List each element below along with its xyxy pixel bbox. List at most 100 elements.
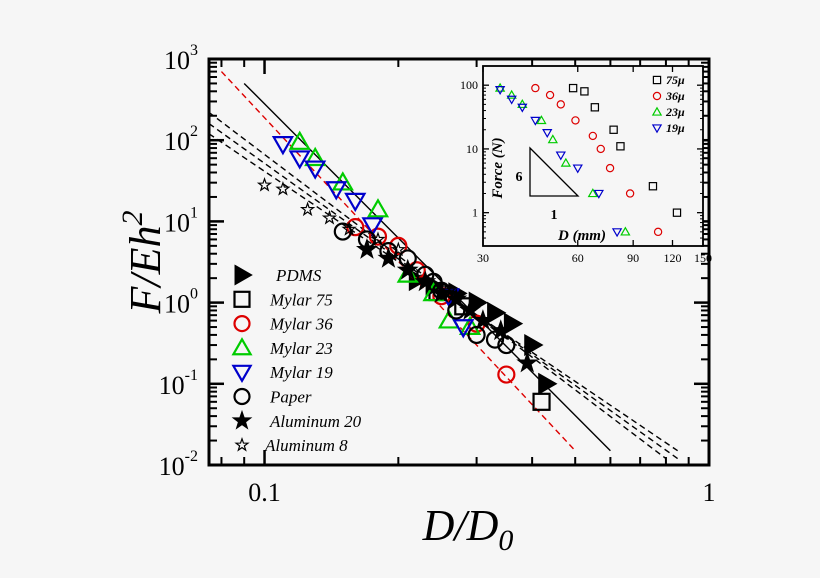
inset-data-point	[593, 189, 604, 199]
inset-data-point	[547, 134, 559, 144]
data-point	[288, 130, 311, 150]
inset-legend-marker	[651, 106, 663, 116]
y-tick-exponent: -2	[185, 448, 198, 465]
y-tick-label: 101	[164, 204, 198, 237]
legend-label: Aluminum 8	[264, 436, 348, 455]
legend-item: Mylar 19	[231, 363, 333, 384]
inset-legend-marker	[651, 124, 663, 134]
inset-plot: 6 1 30 60 90 120 150 100 10 1 D (mm) Force (N)…	[460, 65, 712, 265]
inset-data-point	[568, 83, 578, 93]
x-tick-label: 1	[703, 478, 716, 507]
data-point	[389, 236, 408, 255]
inset-x-axis-label: D (mm)	[557, 228, 606, 244]
inset-y-tick-labels: 100 10 1	[460, 78, 478, 219]
legend-item: Mylar 23	[231, 337, 333, 358]
data-point	[256, 177, 273, 192]
data-point	[396, 258, 419, 280]
inset-legend-label: 23μ	[665, 105, 685, 119]
y-tick-label: 10-1	[159, 367, 198, 400]
inset-legend-item: 23μ	[651, 105, 685, 119]
main-plot-frame	[207, 57, 711, 467]
data-point	[344, 192, 367, 213]
inset-data-point	[531, 83, 540, 93]
inset-data-point	[517, 103, 528, 113]
inset-legend-item: 36μ	[652, 89, 685, 103]
inset-data-point	[580, 87, 589, 96]
data-point	[325, 181, 348, 201]
x-axis-label: D/D0	[422, 501, 514, 557]
inset-legend-item: 19μ	[651, 121, 685, 135]
slope-triangle: 6 1	[516, 146, 580, 223]
data-point	[370, 231, 386, 246]
inset-data-point	[672, 208, 682, 217]
inset-data-point	[572, 164, 583, 174]
x-tick-label: 0.1	[248, 478, 281, 507]
inset-data-point	[596, 144, 605, 154]
fit-line-dashed-2	[209, 123, 679, 460]
data-point	[532, 392, 551, 411]
y-tick-label: 10-2	[159, 448, 198, 481]
inset-data-point	[555, 151, 566, 161]
inset-data-point	[506, 89, 517, 99]
y-tick-base: 10	[164, 127, 190, 156]
inset-data-point	[648, 182, 658, 191]
fit-line-dashed-1	[209, 111, 667, 460]
inset-legend-marker	[652, 91, 662, 101]
y-tick-exponent: 0	[190, 286, 198, 303]
inset-data-point	[587, 188, 599, 198]
inset-data-point	[653, 227, 663, 237]
x-tick-labels: 0.1 1	[248, 478, 715, 507]
legend-label: Mylar 23	[269, 339, 333, 358]
inset-legend-label: 36μ	[665, 89, 685, 103]
data-point	[471, 309, 494, 330]
data-point	[414, 270, 437, 292]
legend-label: Paper	[269, 388, 312, 407]
y-tick-exponent: -1	[185, 367, 198, 384]
data-point	[485, 330, 505, 349]
data-point	[275, 181, 291, 196]
fit-line-red-dashed	[220, 71, 576, 452]
legend-label: Mylar 75	[269, 290, 333, 309]
slope-run-label: 1	[551, 208, 558, 223]
inset-data-point	[536, 115, 547, 125]
legend-marker	[233, 315, 251, 333]
legend-marker	[231, 364, 253, 384]
slope-triangle-shape	[529, 146, 580, 197]
inset-x-tick-label: 60	[572, 251, 584, 265]
data-point	[390, 241, 407, 257]
y-tick-exponent: 1	[190, 204, 198, 221]
inset-x-tick-label: 30	[477, 251, 489, 265]
data-point	[445, 287, 468, 309]
data-point	[341, 221, 357, 236]
inset-data-point	[590, 103, 600, 112]
y-tick-label: 103	[164, 42, 198, 75]
inset-legend-label: 75μ	[666, 73, 685, 87]
legend-item: Paper	[233, 388, 312, 407]
inset-x-tick-label: 120	[663, 251, 681, 265]
data-point	[538, 372, 558, 395]
data-point	[361, 217, 384, 237]
y-tick-base: 10	[164, 290, 190, 319]
data-point	[356, 238, 378, 259]
y-tick-exponent: 3	[190, 42, 198, 59]
data-point	[524, 333, 544, 357]
legend-item: Mylar 75	[233, 290, 333, 309]
legend-marker	[231, 337, 253, 356]
inset-y-tick-label: 100	[460, 78, 478, 92]
y-axis-label: F/Eh2	[116, 211, 170, 315]
legend-item: PDMS	[234, 264, 322, 286]
legend-label: PDMS	[275, 266, 322, 285]
data-point	[299, 201, 316, 217]
inset-data-point	[494, 82, 506, 92]
inset-y-tick-label: 10	[466, 142, 478, 156]
inset-data-point	[605, 163, 615, 173]
inset-data-point	[620, 226, 631, 236]
inset-legend-marker	[652, 75, 662, 85]
inset-data-point	[542, 128, 553, 139]
inset-data-point	[545, 90, 555, 100]
legend-label: Mylar 36	[269, 315, 333, 334]
data-point	[458, 315, 482, 335]
data-point	[441, 282, 457, 298]
